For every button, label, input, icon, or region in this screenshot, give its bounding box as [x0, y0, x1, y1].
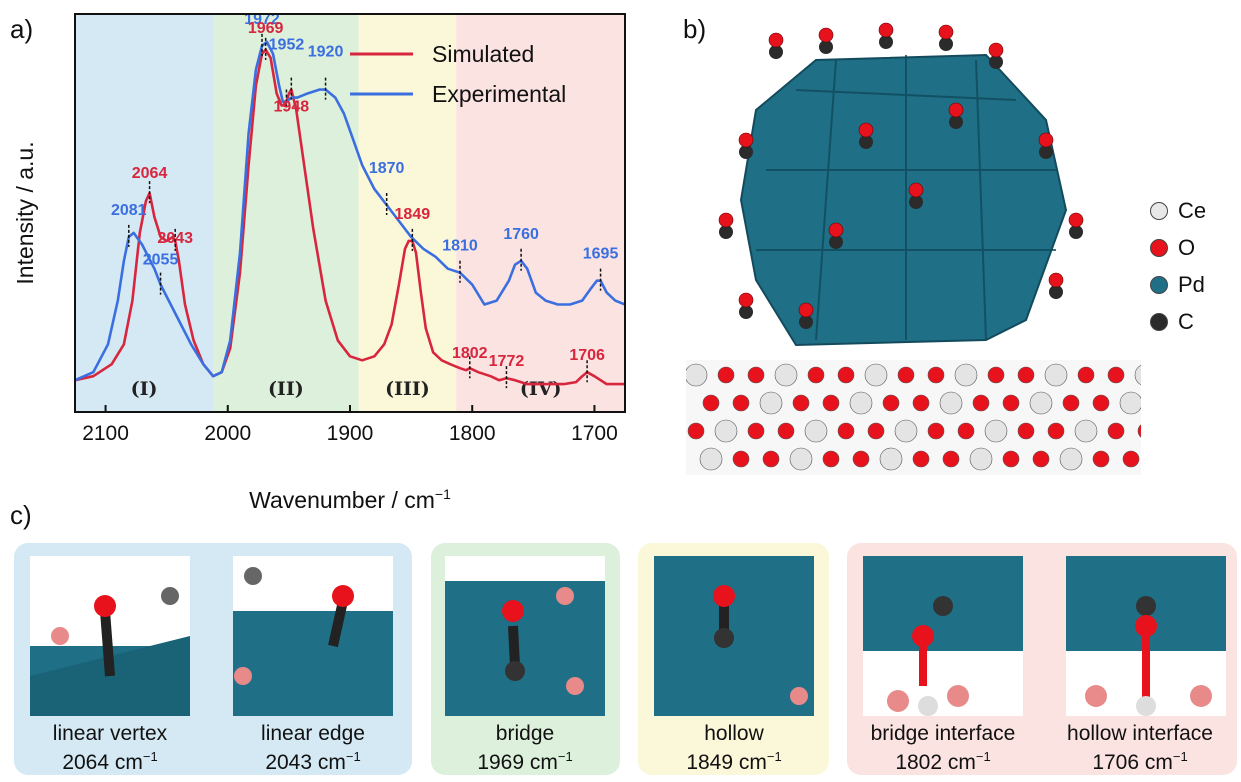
caption-hollow: hollow 1849 cm−1 — [686, 722, 782, 774]
x-tick-label-2100: 2100 — [82, 422, 129, 445]
peak-label-1802: 1802 — [452, 345, 488, 362]
caption-hollow-interface: hollow interface 1706 cm−1 — [1067, 722, 1213, 774]
structure-legend-item-pd: Pd — [1150, 270, 1205, 300]
panel-label-b: b) — [683, 14, 707, 44]
linear-vertex-image — [30, 556, 190, 716]
x-tick-label-1700: 1700 — [571, 422, 618, 445]
region-label-4: (IV) — [520, 378, 562, 400]
structure-legend-item-c: C — [1150, 307, 1194, 337]
structure-legend-item-ce: Ce — [1150, 196, 1206, 226]
atom-dot-icon — [1150, 202, 1168, 220]
peak-label-1948: 1948 — [274, 99, 310, 116]
panel-label-c: c) — [10, 500, 32, 530]
chart-axes: 2100 2000 1900 1800 1700 Wavenumber / cm−1 Int… — [12, 13, 626, 513]
hollow-image — [654, 556, 814, 716]
legend-label-simulated: Simulated — [432, 41, 534, 67]
chart-legend: Simulated Experimental — [350, 41, 566, 107]
peak-label-1870: 1870 — [369, 160, 405, 177]
peak-label-1920: 1920 — [308, 44, 344, 61]
peak-label-2064: 2064 — [132, 165, 168, 182]
bridge-interface-image — [863, 556, 1023, 716]
hollow-interface-image — [1066, 556, 1226, 716]
region-band-4 — [456, 14, 625, 412]
caption-linear-vertex: linear vertex 2064 cm−1 — [52, 722, 168, 774]
caption-bridge-interface: bridge interface 1802 cm−1 — [870, 722, 1016, 774]
region-backgrounds: (I) (II) (III) (IV) — [75, 14, 625, 412]
x-tick-label-1900: 1900 — [327, 422, 374, 445]
region-band-2 — [213, 14, 359, 412]
peak-label-2043: 2043 — [157, 230, 193, 247]
peak-label-1760: 1760 — [503, 226, 539, 243]
region-label-1: (I) — [131, 378, 158, 400]
region-band-3 — [358, 14, 457, 412]
panel-label-a: a) — [10, 14, 34, 44]
atom-dot-icon — [1150, 239, 1168, 257]
peak-labels: 2081 2055 1972 1952 1920 1870 1810 1760 1695 2064… — [111, 11, 619, 389]
peak-label-1972: 1972 — [244, 11, 280, 28]
structure-legend-label: Ce — [1178, 198, 1207, 223]
legend-label-experimental: Experimental — [432, 81, 566, 107]
structure-legend-label: O — [1178, 235, 1196, 260]
atom-dot-icon — [1150, 276, 1168, 294]
peak-label-1810: 1810 — [442, 238, 478, 255]
peak-label-2081: 2081 — [111, 202, 147, 219]
pd-cluster-structure-image — [686, 22, 1141, 475]
x-axis-title: Wavenumber / cm−1 — [249, 486, 451, 513]
caption-bridge: bridge 1969 cm−1 — [477, 722, 573, 774]
atom-dot-icon — [1150, 313, 1168, 331]
peak-label-1772: 1772 — [489, 353, 525, 370]
bridge-image — [445, 556, 605, 716]
peak-label-1849: 1849 — [395, 206, 431, 223]
structure-legend-item-o: O — [1150, 233, 1195, 263]
peak-label-1952: 1952 — [269, 37, 305, 54]
peak-label-1695: 1695 — [583, 246, 619, 263]
peak-label-2055: 2055 — [143, 252, 179, 269]
linear-edge-image — [233, 556, 393, 716]
x-tick-label-2000: 2000 — [204, 422, 251, 445]
y-axis-title: Intensity / a.u. — [12, 141, 38, 284]
peak-label-1706: 1706 — [569, 347, 605, 364]
peak-label-1969: 1969 — [248, 20, 284, 37]
structure-legend-label: Pd — [1178, 272, 1205, 297]
x-tick-label-1800: 1800 — [449, 422, 496, 445]
structure-legend-label: C — [1178, 309, 1194, 334]
region-label-3: (III) — [385, 378, 430, 400]
caption-linear-edge: linear edge 2043 cm−1 — [261, 722, 365, 774]
series-line-simulated — [74, 48, 625, 386]
region-label-2: (II) — [268, 378, 304, 400]
